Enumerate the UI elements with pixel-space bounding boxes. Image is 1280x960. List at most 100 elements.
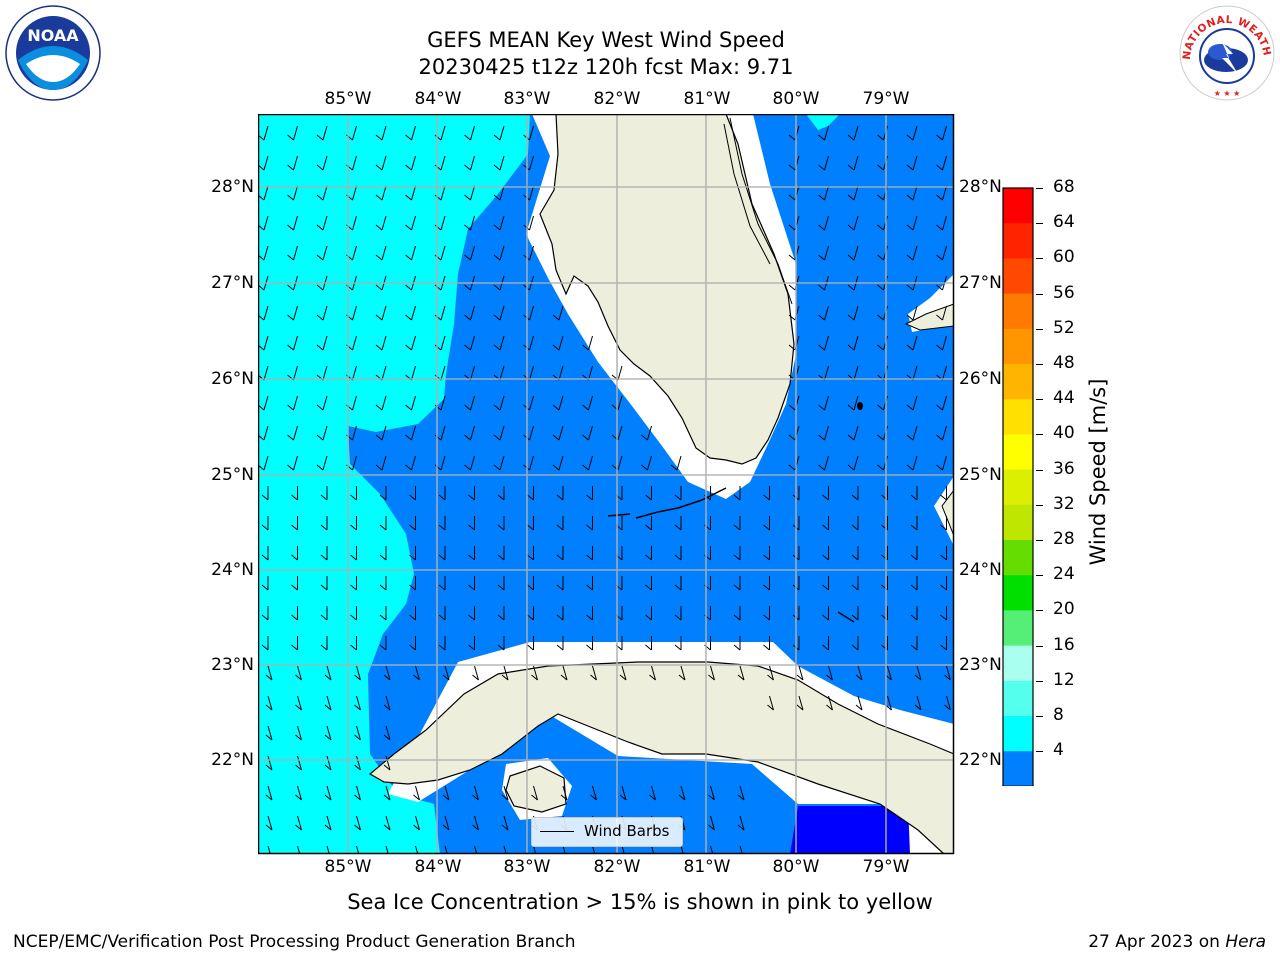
wind-barb — [914, 695, 922, 711]
wind-barb — [291, 546, 298, 561]
wind-barb — [468, 636, 475, 651]
wind-barb — [826, 665, 833, 681]
wind-barb — [383, 815, 391, 831]
wind-barb — [914, 665, 922, 681]
wind-barb — [405, 185, 416, 201]
wind-barb — [442, 815, 450, 831]
wind-barb — [295, 725, 302, 741]
wind-barb — [287, 335, 298, 351]
wind-barb — [375, 305, 387, 321]
wind-barb — [944, 695, 951, 711]
wind-barb — [316, 215, 328, 231]
lon-label-bottom-82: 82°W — [593, 857, 641, 877]
wind-barb — [493, 395, 505, 411]
chart-title: GEFS MEAN Key West Wind Speed — [427, 28, 785, 52]
lon-label-bottom-79: 79°W — [862, 857, 910, 877]
wind-barb — [847, 215, 859, 231]
wind-barb — [851, 516, 859, 531]
lon-label-top-84: 84°W — [414, 89, 462, 109]
wind-barb — [906, 245, 918, 261]
wind-barb — [438, 486, 446, 501]
wind-barb — [818, 455, 829, 471]
wind-barb — [379, 606, 387, 621]
wind-barb — [409, 516, 416, 531]
wind-barb — [936, 125, 947, 141]
colorbar-segment — [1003, 328, 1033, 365]
wind-barb — [409, 546, 416, 561]
wind-barb — [818, 185, 829, 201]
wind-barb — [291, 576, 298, 591]
wind-barb — [405, 395, 416, 411]
wind-barb — [320, 606, 328, 621]
wind-barb — [936, 185, 947, 201]
wind-barb — [493, 185, 505, 201]
wind-barb — [354, 785, 361, 801]
wind-barb — [379, 546, 387, 561]
colorbar-tick-label: 44 — [1053, 388, 1075, 409]
wind-barb — [261, 606, 269, 621]
wind-barb — [641, 455, 652, 471]
lon-label-top-82: 82°W — [593, 89, 641, 109]
wind-barb — [468, 546, 475, 561]
wind-barb — [847, 335, 859, 351]
colorbar-segment — [1003, 188, 1033, 224]
wind-barb — [910, 546, 918, 561]
wind-barb — [472, 665, 479, 681]
wind-barb — [291, 486, 298, 501]
colorbar-tick-label: 64 — [1053, 212, 1075, 233]
wind-barb — [497, 606, 505, 621]
wind-barb — [464, 215, 475, 231]
wind-barb — [413, 785, 420, 801]
wind-barb — [645, 636, 652, 651]
wind-barb — [493, 335, 505, 351]
wind-barb — [464, 395, 475, 411]
wind-barb — [379, 516, 387, 531]
wind-barb — [265, 755, 273, 771]
wind-barb — [320, 576, 328, 591]
lon-label-bottom-85: 85°W — [324, 857, 372, 877]
wind-barb — [552, 425, 564, 441]
wind-barb — [531, 785, 538, 801]
wind-barb — [910, 576, 918, 591]
wind-barb — [645, 546, 652, 561]
lat-label-right-22: 22°N — [959, 750, 1002, 770]
legend-wind-barb-line — [540, 831, 574, 832]
lon-label-top-81: 81°W — [683, 89, 731, 109]
wind-barb — [320, 636, 328, 651]
wind-barb — [409, 606, 416, 621]
wind-barb — [354, 755, 361, 771]
wind-barb — [379, 636, 387, 651]
wind-barb — [649, 665, 656, 681]
wind-barb — [434, 395, 446, 411]
wind-barb — [287, 125, 298, 141]
wind-barb — [674, 546, 682, 561]
wind-barb — [434, 335, 446, 351]
wind-barb — [733, 516, 741, 531]
wind-barb — [383, 665, 391, 681]
wind-barb — [375, 245, 387, 261]
wind-barb — [847, 125, 859, 141]
colorbar-tick-mark — [1036, 188, 1043, 189]
wind-barb — [409, 576, 416, 591]
wind-barb — [350, 546, 357, 561]
colorbar-tick-label: 40 — [1053, 423, 1075, 444]
colorbar-tick-label: 16 — [1053, 634, 1075, 655]
colorbar-tick-label: 36 — [1053, 458, 1075, 479]
wind-barb — [291, 636, 298, 651]
colorbar-tick-label: 52 — [1053, 317, 1075, 338]
wind-barb — [468, 486, 475, 501]
wind-barb — [906, 185, 918, 201]
wind-barb — [320, 516, 328, 531]
wind-barb — [405, 305, 416, 321]
colorbar-tick-mark — [1036, 645, 1043, 647]
wind-barb — [822, 516, 829, 531]
wind-barb — [320, 546, 328, 561]
wind-barb — [405, 125, 416, 141]
wind-barb — [464, 425, 475, 441]
wind-barb — [936, 215, 947, 231]
wind-barb — [906, 305, 918, 321]
colorbar-tick-mark — [1036, 680, 1043, 682]
wind-barb — [560, 665, 568, 681]
wind-barb — [552, 305, 564, 321]
ocean-fill-under-4 — [790, 806, 930, 854]
